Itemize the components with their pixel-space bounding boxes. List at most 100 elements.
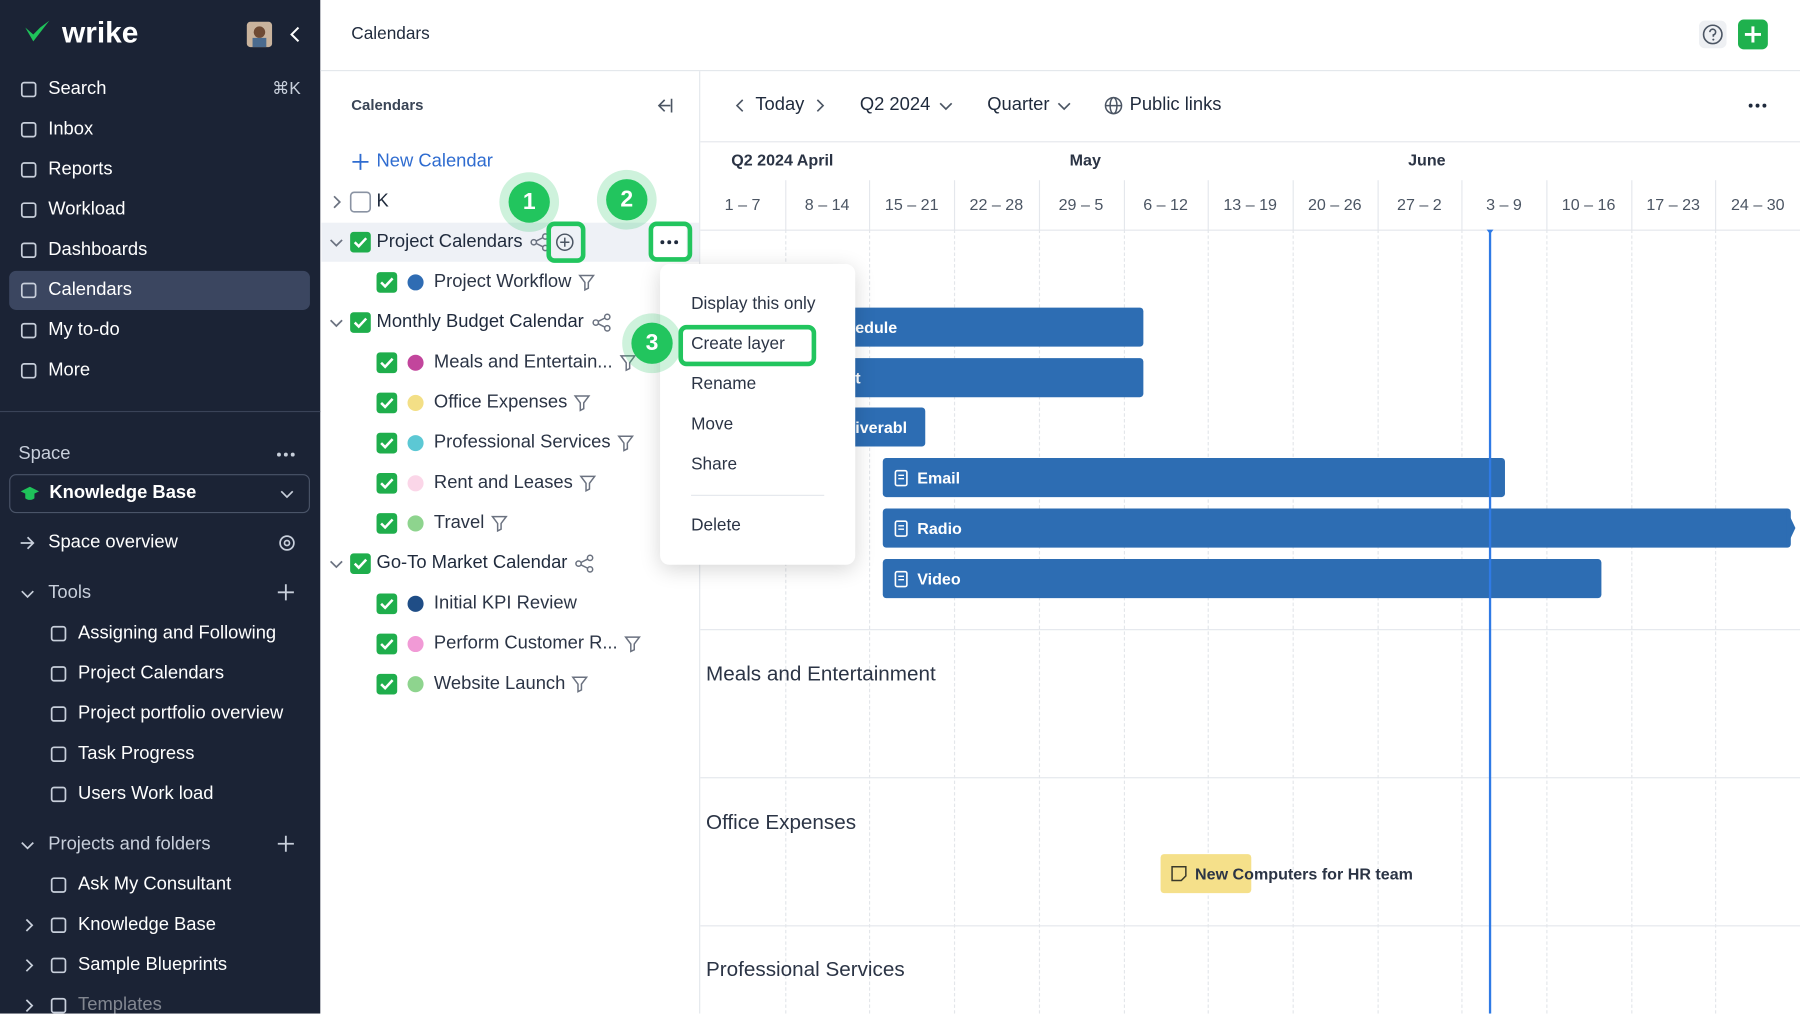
week-divider bbox=[1631, 180, 1632, 229]
task-bar[interactable] bbox=[883, 458, 1505, 497]
project-icon bbox=[47, 954, 70, 977]
tool-item[interactable]: Assigning and Following bbox=[78, 621, 276, 646]
layer-name[interactable]: Rent and Leases bbox=[434, 471, 573, 496]
nav-item[interactable]: Reports bbox=[48, 157, 112, 182]
grid-line bbox=[1123, 230, 1124, 1014]
grid-line bbox=[869, 230, 870, 1014]
week: 1 – 7 bbox=[700, 192, 785, 217]
expand bbox=[325, 231, 348, 254]
calendar-name[interactable]: Monthly Budget Calendar bbox=[377, 310, 584, 335]
bar-label: Video bbox=[917, 566, 960, 591]
layer-name[interactable]: Project Workflow bbox=[434, 270, 571, 295]
filter bbox=[571, 391, 594, 414]
checkbox bbox=[375, 592, 398, 615]
period[interactable]: Q2 2024 bbox=[860, 93, 930, 118]
nav-item[interactable]: Search bbox=[48, 77, 106, 102]
checkbox bbox=[375, 271, 398, 294]
layer-color bbox=[404, 351, 427, 374]
menu-item[interactable]: Rename bbox=[691, 372, 756, 397]
grid-line bbox=[1631, 230, 1632, 1014]
project-item[interactable]: Knowledge Base bbox=[78, 913, 216, 938]
space-overview[interactable]: Space overview bbox=[48, 530, 178, 555]
filter bbox=[569, 673, 592, 696]
week: 29 – 5 bbox=[1039, 192, 1124, 217]
filter bbox=[576, 472, 599, 495]
week: 20 – 26 bbox=[1292, 192, 1377, 217]
menu-item[interactable]: Display this only bbox=[691, 292, 815, 317]
new-calendar[interactable]: New Calendar bbox=[377, 149, 493, 174]
checkbox bbox=[349, 191, 372, 214]
create bbox=[1738, 20, 1768, 50]
expand bbox=[325, 311, 348, 334]
highlight bbox=[546, 222, 585, 263]
tool-item[interactable]: Project portfolio overview bbox=[78, 701, 283, 726]
project-item[interactable]: Ask My Consultant bbox=[78, 872, 231, 897]
tool-item[interactable]: Task Progress bbox=[78, 742, 194, 767]
week-divider bbox=[1292, 180, 1293, 229]
step-number: 1 bbox=[509, 189, 550, 214]
layer-color bbox=[404, 391, 427, 414]
menu-item[interactable]: Share bbox=[691, 452, 737, 477]
layer-name[interactable]: Website Launch bbox=[434, 672, 565, 697]
nav-icon bbox=[17, 158, 40, 181]
nav-item[interactable]: Inbox bbox=[48, 117, 93, 142]
next bbox=[808, 94, 831, 117]
public-links[interactable]: Public links bbox=[1130, 93, 1222, 118]
today[interactable]: Today bbox=[755, 93, 804, 118]
grid-line bbox=[954, 230, 955, 1014]
week: 3 – 9 bbox=[1462, 192, 1547, 217]
nav-item[interactable]: Workload bbox=[48, 197, 125, 222]
space-name[interactable]: Knowledge Base bbox=[49, 481, 196, 506]
projects-chevron bbox=[16, 833, 39, 856]
project-item[interactable]: Sample Blueprints bbox=[78, 953, 227, 978]
tool-icon bbox=[47, 703, 70, 726]
layer-name[interactable]: Perform Customer R... bbox=[434, 631, 618, 656]
month: May bbox=[1070, 147, 1101, 172]
layer-name[interactable]: Professional Services bbox=[434, 430, 611, 455]
section-title: Professional Services bbox=[706, 956, 905, 981]
toolbar-border bbox=[700, 141, 1800, 142]
calendar-name[interactable]: Go-To Market Calendar bbox=[377, 551, 568, 576]
nav-item[interactable]: More bbox=[48, 358, 90, 383]
nav-item[interactable]: My to-do bbox=[48, 318, 119, 343]
nav-item[interactable]: Calendars bbox=[48, 278, 132, 303]
grid-line bbox=[1716, 230, 1717, 1014]
section-divider bbox=[700, 777, 1800, 778]
week: 13 – 19 bbox=[1208, 192, 1293, 217]
tool-item[interactable]: Users Work load bbox=[78, 782, 213, 807]
tool-icon bbox=[47, 622, 70, 645]
logo-mark bbox=[24, 18, 52, 46]
expand bbox=[325, 191, 348, 214]
tool-item[interactable]: Project Calendars bbox=[78, 661, 224, 686]
projects-add bbox=[274, 832, 297, 855]
nav-icon bbox=[17, 199, 40, 222]
task-bar[interactable] bbox=[883, 509, 1791, 548]
menu-item[interactable]: Move bbox=[691, 412, 733, 437]
today-line bbox=[1489, 231, 1491, 1014]
calendar-name[interactable]: Project Calendars bbox=[377, 230, 523, 255]
nav-icon bbox=[17, 239, 40, 262]
nav-item[interactable]: Dashboards bbox=[48, 238, 147, 263]
project-item[interactable]: Templates bbox=[78, 993, 162, 1014]
task-bar[interactable] bbox=[883, 559, 1602, 598]
nav-shortcut: ⌘K bbox=[272, 77, 301, 102]
task-label: New Computers for HR team bbox=[1195, 861, 1413, 886]
layer-name[interactable]: Office Expenses bbox=[434, 390, 567, 415]
view[interactable]: Quarter bbox=[987, 93, 1049, 118]
expand bbox=[325, 552, 348, 575]
layer-name[interactable]: Initial KPI Review bbox=[434, 591, 577, 616]
highlight bbox=[678, 325, 816, 366]
menu-separator bbox=[691, 495, 824, 496]
layer-name[interactable]: Travel bbox=[434, 511, 484, 536]
share bbox=[590, 311, 613, 334]
tools-label: Tools bbox=[48, 581, 91, 606]
menu-item[interactable]: Delete bbox=[691, 513, 741, 538]
calendar-name[interactable]: K bbox=[377, 189, 389, 214]
nav-icon bbox=[17, 118, 40, 141]
filter bbox=[488, 512, 511, 535]
layer-color bbox=[404, 633, 427, 656]
nav-icon bbox=[17, 359, 40, 382]
layer-name[interactable]: Meals and Entertain... bbox=[434, 350, 613, 375]
layer-color bbox=[404, 673, 427, 696]
header-border bbox=[320, 70, 1800, 71]
